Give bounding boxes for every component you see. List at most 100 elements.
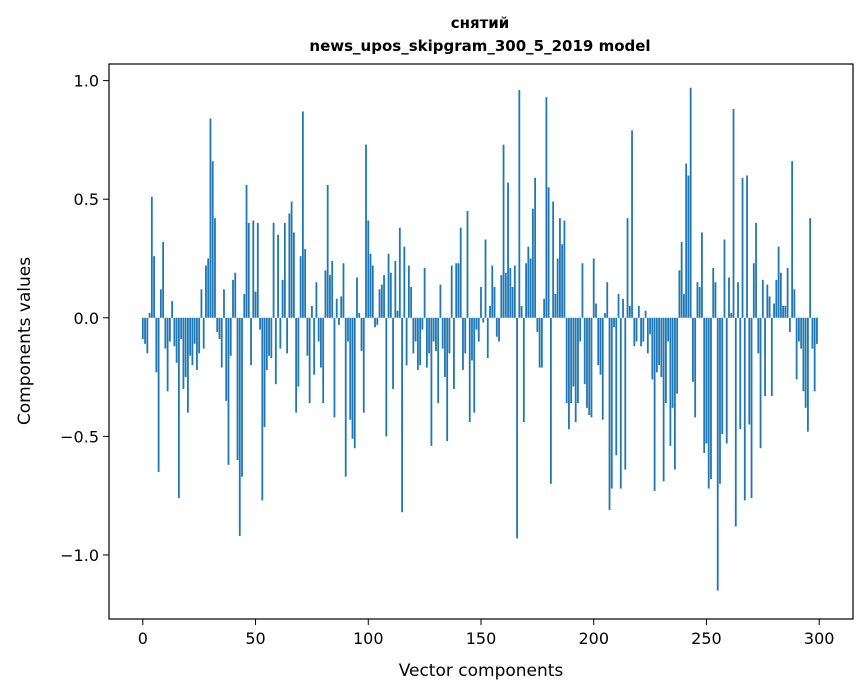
bar — [522, 317, 525, 423]
bar — [547, 187, 550, 318]
bar — [502, 144, 505, 318]
y-tick-label: 0.5 — [74, 190, 99, 209]
x-tick-label: 300 — [804, 629, 835, 648]
bar — [613, 317, 615, 328]
bar — [489, 305, 491, 318]
x-tick-label: 200 — [578, 629, 609, 648]
bar — [405, 317, 408, 366]
bar — [719, 317, 721, 484]
bar — [401, 317, 403, 513]
bar — [414, 317, 417, 342]
bar — [725, 317, 728, 444]
bar — [376, 317, 379, 325]
bar — [225, 317, 228, 401]
bar — [189, 317, 192, 356]
bar — [214, 218, 216, 318]
bar — [511, 286, 514, 318]
bar — [635, 317, 638, 342]
bar — [182, 317, 185, 389]
bar — [247, 222, 250, 318]
bar — [710, 317, 712, 480]
x-tick-label: 100 — [353, 629, 384, 648]
bar — [410, 286, 413, 318]
bar — [664, 317, 667, 404]
bar — [759, 317, 762, 449]
bar — [243, 294, 246, 318]
bar — [396, 310, 399, 318]
bar — [191, 317, 194, 366]
bar — [480, 286, 482, 318]
x-tick-label: 50 — [245, 629, 265, 648]
x-axis-ticks: 0 50 100 150 200 250 300 — [138, 619, 835, 648]
x-tick-label: 150 — [466, 629, 497, 648]
bar — [200, 289, 203, 318]
bar — [455, 263, 458, 318]
bar — [338, 317, 340, 325]
bar — [171, 301, 174, 318]
bar — [227, 317, 230, 465]
bar — [617, 294, 620, 318]
y-axis-label: Components values — [15, 257, 35, 425]
bar — [270, 317, 273, 359]
bar — [696, 282, 699, 318]
bar — [586, 317, 588, 408]
bar — [604, 313, 606, 318]
bar — [295, 317, 298, 413]
bar — [180, 317, 183, 340]
bar — [694, 317, 697, 418]
bar — [187, 317, 189, 413]
bar — [356, 277, 358, 318]
x-tick-label: 250 — [691, 629, 722, 648]
bar — [786, 267, 789, 318]
bar — [534, 177, 537, 318]
bar — [597, 317, 600, 366]
bar — [281, 279, 284, 318]
bar — [177, 317, 180, 499]
bar — [746, 175, 748, 318]
bar — [622, 298, 624, 318]
bar — [761, 279, 764, 318]
bar — [407, 265, 410, 318]
bar — [559, 218, 561, 318]
bar — [660, 317, 663, 378]
bar — [669, 317, 672, 446]
bar — [365, 144, 367, 318]
bar — [619, 317, 622, 489]
bar — [274, 317, 277, 385]
bar — [712, 267, 715, 318]
bar — [329, 275, 331, 318]
bar — [495, 317, 498, 337]
bar — [504, 272, 507, 318]
bar — [236, 317, 239, 461]
bar — [538, 317, 541, 368]
bar — [468, 317, 471, 423]
bar — [707, 317, 710, 489]
bar — [531, 208, 534, 318]
bar — [549, 317, 552, 484]
bar — [453, 317, 455, 389]
bar — [196, 317, 198, 370]
bar — [349, 317, 352, 420]
bar — [802, 317, 805, 392]
chart-title-line-2: news_upos_skipgram_300_5_2019 model — [309, 37, 650, 55]
bar — [788, 317, 791, 333]
bar — [680, 241, 683, 318]
bar — [286, 317, 289, 354]
bar — [811, 317, 814, 349]
bar-series — [141, 87, 818, 591]
bar — [378, 289, 381, 318]
bar — [486, 317, 489, 359]
bar — [649, 317, 651, 335]
bar — [540, 317, 543, 368]
bar — [610, 317, 613, 489]
bar — [779, 272, 782, 318]
bar — [556, 258, 559, 318]
bar — [198, 317, 201, 354]
bar — [766, 284, 769, 318]
bar — [770, 317, 773, 397]
bar — [741, 177, 744, 318]
bar — [784, 305, 787, 318]
bar — [599, 317, 602, 375]
bar — [642, 317, 645, 342]
